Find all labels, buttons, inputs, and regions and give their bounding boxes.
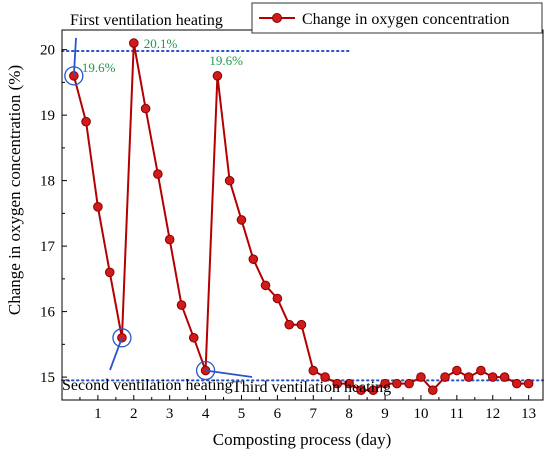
x-tick-label: 13 xyxy=(521,406,536,422)
data-point xyxy=(440,372,450,382)
y-tick-label: 15 xyxy=(40,370,55,386)
legend: Change in oxygen concentration xyxy=(251,2,543,34)
data-point xyxy=(212,71,223,81)
data-point xyxy=(392,378,402,389)
data-point xyxy=(260,280,271,291)
annotation-text: Third ventilation heating xyxy=(232,379,391,396)
x-tick-label: 8 xyxy=(345,406,353,422)
data-point xyxy=(487,372,498,382)
data-point xyxy=(380,378,390,389)
leader-line xyxy=(72,37,77,76)
data-point xyxy=(296,319,307,330)
x-tick-label: 9 xyxy=(381,406,389,422)
data-point xyxy=(452,365,462,376)
leader-line xyxy=(205,369,253,378)
data-point xyxy=(308,365,319,376)
y-axis-ticks: 15 16 17 18 19 20 xyxy=(40,43,67,386)
x-axis-label: Composting process (day) xyxy=(213,430,391,449)
data-point xyxy=(164,234,175,245)
annotation-layer: First ventilation heating Second ventilat… xyxy=(62,12,391,396)
data-point xyxy=(248,254,259,265)
plot-frame xyxy=(61,29,544,401)
data-point xyxy=(428,385,438,395)
legend-box xyxy=(251,2,543,34)
data-point xyxy=(476,365,486,376)
y-tick-label: 19 xyxy=(40,108,55,124)
data-point xyxy=(463,372,474,382)
y-tick-label: 17 xyxy=(40,239,56,255)
y-tick-label: 16 xyxy=(40,305,56,321)
data-point xyxy=(416,372,426,382)
x-tick-label: 3 xyxy=(166,406,174,422)
data-point xyxy=(153,169,163,179)
x-tick-label: 2 xyxy=(130,406,138,422)
x-tick-label: 1 xyxy=(94,406,102,422)
data-point xyxy=(523,378,534,389)
value-label: 19.6% xyxy=(82,60,116,75)
data-point xyxy=(404,378,414,389)
value-label-layer: 19.6% 20.1% 19.6% xyxy=(82,36,243,75)
data-point xyxy=(356,385,366,395)
data-point xyxy=(128,38,139,48)
x-tick-label: 11 xyxy=(450,406,464,422)
series-line xyxy=(72,42,529,392)
value-label: 19.6% xyxy=(209,53,243,68)
data-point xyxy=(511,378,522,389)
data-point xyxy=(284,319,295,330)
data-point xyxy=(188,332,199,343)
y-tick-label: 18 xyxy=(40,174,55,190)
data-point xyxy=(93,202,103,212)
data-point xyxy=(140,103,151,114)
y-tick-label: 20 xyxy=(40,43,55,59)
x-tick-label: 10 xyxy=(413,406,428,422)
legend-label: Change in oxygen concentration xyxy=(302,11,510,28)
data-point xyxy=(332,378,343,389)
reference-lines xyxy=(61,49,544,382)
data-point xyxy=(104,267,115,278)
data-point xyxy=(224,175,235,186)
leader-line xyxy=(109,337,123,371)
data-point xyxy=(320,372,330,382)
x-tick-label: 5 xyxy=(238,406,246,422)
y-axis-label: Change in oxygen concentration (%) xyxy=(5,65,24,315)
x-axis-ticks: 1 2 3 4 5 6 7 8 9 10 11 12 13 xyxy=(79,395,536,422)
x-tick-label: 12 xyxy=(485,406,500,422)
data-point xyxy=(368,385,379,395)
x-tick-label: 7 xyxy=(310,406,318,422)
data-point xyxy=(344,378,354,389)
x-tick-label: 4 xyxy=(202,406,210,422)
data-point xyxy=(176,300,187,310)
data-point xyxy=(272,293,283,304)
annotation-text: Second ventilation heating xyxy=(62,377,233,394)
annotation-text: First ventilation heating xyxy=(70,12,223,29)
x-tick-label: 6 xyxy=(274,406,282,422)
highlight-circle xyxy=(195,360,216,381)
series-layer xyxy=(69,38,534,395)
highlight-circle xyxy=(112,328,132,348)
data-point xyxy=(81,116,91,127)
data-point xyxy=(499,372,510,382)
legend-marker xyxy=(272,13,282,23)
value-label: 20.1% xyxy=(144,36,178,51)
data-point xyxy=(236,215,247,225)
